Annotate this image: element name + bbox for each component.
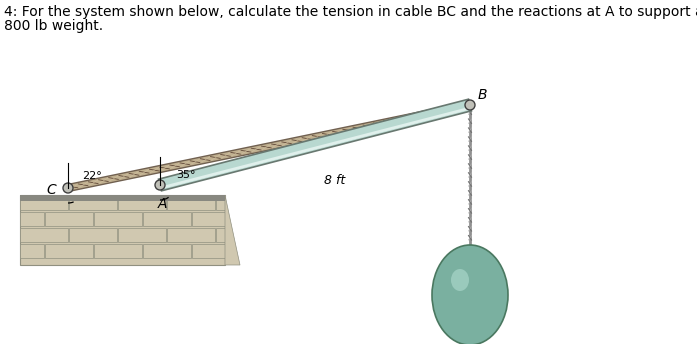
Text: B: B <box>478 88 487 102</box>
Bar <box>45 244 93 258</box>
Bar <box>20 195 225 201</box>
Text: C: C <box>46 183 56 197</box>
Text: 22°: 22° <box>82 171 102 181</box>
Bar <box>216 228 225 242</box>
Bar <box>20 228 68 242</box>
Bar <box>20 195 225 265</box>
Text: A: A <box>158 197 167 211</box>
Ellipse shape <box>451 269 469 291</box>
Bar <box>192 212 225 226</box>
Bar <box>20 196 68 210</box>
Bar <box>143 212 191 226</box>
Text: 4: For the system shown below, calculate the tension in cable BC and the reactio: 4: For the system shown below, calculate… <box>4 5 697 19</box>
Bar <box>118 228 166 242</box>
Text: 35°: 35° <box>176 170 195 180</box>
Bar <box>94 212 142 226</box>
Ellipse shape <box>432 245 508 344</box>
Bar <box>20 212 44 226</box>
Bar <box>45 212 93 226</box>
Circle shape <box>465 100 475 110</box>
Polygon shape <box>225 195 240 265</box>
Bar <box>118 196 166 210</box>
Bar <box>20 244 44 258</box>
Bar <box>69 196 117 210</box>
Bar <box>143 244 191 258</box>
Text: 800 lb weight.: 800 lb weight. <box>4 19 103 33</box>
Polygon shape <box>158 99 471 191</box>
Bar <box>167 196 215 210</box>
Circle shape <box>155 180 165 190</box>
Bar <box>69 228 117 242</box>
Bar <box>216 196 225 210</box>
Bar <box>167 228 215 242</box>
Bar <box>192 244 225 258</box>
Text: 8 ft: 8 ft <box>324 173 346 186</box>
Circle shape <box>63 183 73 193</box>
Bar <box>94 244 142 258</box>
